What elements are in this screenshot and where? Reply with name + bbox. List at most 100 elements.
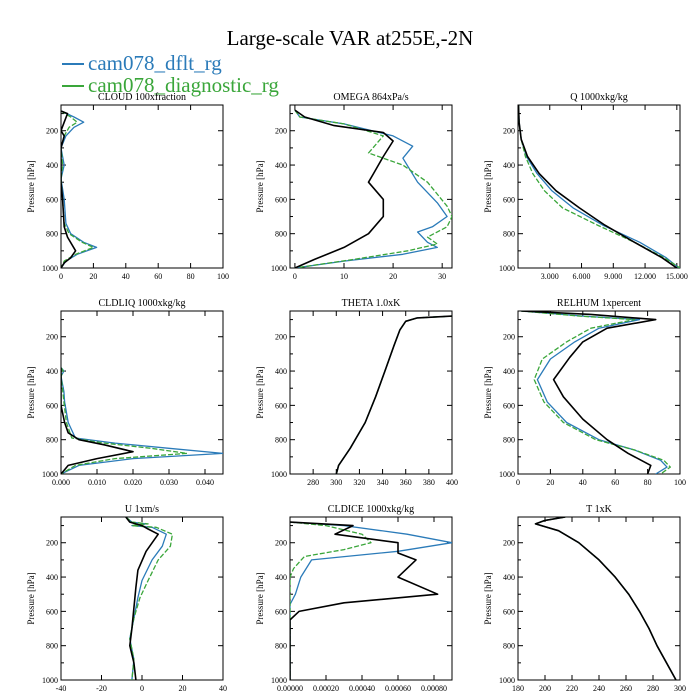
y-tick-label: 800 bbox=[503, 436, 515, 445]
y-tick-label: 1000 bbox=[271, 264, 287, 273]
y-axis-label: Pressure [hPa] bbox=[26, 572, 36, 624]
x-tick-label: 60 bbox=[611, 478, 619, 487]
panel-title: CLDLIQ 1000xkg/kg bbox=[99, 298, 186, 309]
x-tick-label: 3.000 bbox=[541, 272, 559, 281]
panel-frame bbox=[517, 516, 681, 681]
x-tick-label: 300 bbox=[674, 684, 686, 693]
panel-title: T 1xK bbox=[586, 504, 612, 515]
y-tick-label: 600 bbox=[46, 195, 58, 204]
x-tick-label: 340 bbox=[377, 478, 389, 487]
panel-frame bbox=[289, 310, 453, 475]
x-tick-label: 0.00060 bbox=[385, 684, 411, 693]
y-tick-label: 1000 bbox=[271, 470, 287, 479]
series-line-control bbox=[518, 105, 678, 268]
x-tick-label: 10 bbox=[340, 272, 348, 281]
x-tick-label: 0.00000 bbox=[277, 684, 303, 693]
y-tick-label: 400 bbox=[46, 161, 58, 170]
y-tick-label: 800 bbox=[275, 230, 287, 239]
x-tick-label: 0 bbox=[59, 272, 63, 281]
y-tick-label: 200 bbox=[503, 333, 515, 342]
y-tick-label: 400 bbox=[503, 367, 515, 376]
x-tick-label: 380 bbox=[423, 478, 435, 487]
series-line-cam078-diagnostic-rg bbox=[61, 367, 188, 474]
x-tick-label: 20 bbox=[179, 684, 187, 693]
y-tick-label: 1000 bbox=[499, 470, 515, 479]
series-line-cam078-dflt-rg bbox=[61, 367, 223, 474]
legend-label-diagnostic: cam078_diagnostic_rg bbox=[88, 73, 279, 97]
legend-swatch-diagnostic bbox=[62, 85, 84, 87]
y-tick-label: 400 bbox=[503, 161, 515, 170]
y-tick-label: 800 bbox=[275, 642, 287, 651]
y-tick-label: 400 bbox=[46, 573, 58, 582]
x-tick-label: -40 bbox=[56, 684, 67, 693]
x-tick-label: 0.00080 bbox=[421, 684, 447, 693]
x-tick-label: 6.000 bbox=[573, 272, 591, 281]
y-tick-label: 600 bbox=[275, 401, 287, 410]
x-tick-label: 30 bbox=[438, 272, 446, 281]
series-line-cam078-dflt-rg bbox=[521, 311, 668, 474]
series-line-cam078-diagnostic-rg bbox=[290, 521, 372, 680]
y-tick-label: 600 bbox=[503, 195, 515, 204]
y-tick-label: 600 bbox=[46, 607, 58, 616]
panel-title: OMEGA 864xPa/s bbox=[333, 92, 408, 103]
y-axis-label: Pressure [hPa] bbox=[26, 366, 36, 418]
panel-title: RELHUM 1xpercent bbox=[557, 298, 641, 309]
series-line-control bbox=[61, 367, 134, 474]
series-line-control bbox=[125, 517, 159, 680]
x-tick-label: 0.010 bbox=[88, 478, 106, 487]
x-tick-label: 60 bbox=[154, 272, 162, 281]
x-tick-label: 100 bbox=[674, 478, 686, 487]
panel-frame bbox=[60, 310, 224, 475]
x-tick-label: 280 bbox=[307, 478, 319, 487]
series-line-cam078-diagnostic-rg bbox=[534, 517, 677, 680]
series-line-cam078-diagnostic-rg bbox=[521, 311, 671, 474]
x-tick-label: 0.020 bbox=[124, 478, 142, 487]
series-line-control bbox=[335, 315, 452, 474]
y-tick-label: 200 bbox=[46, 127, 58, 136]
y-tick-label: 400 bbox=[275, 367, 287, 376]
series-line-cam078-diagnostic-rg bbox=[335, 315, 452, 474]
x-tick-label: 15.000 bbox=[666, 272, 688, 281]
y-tick-label: 1000 bbox=[42, 470, 58, 479]
series-line-cam078-dflt-rg bbox=[294, 109, 448, 268]
series-line-cam078-dflt-rg bbox=[335, 315, 452, 474]
series-line-control bbox=[61, 110, 77, 268]
y-axis-label: Pressure [hPa] bbox=[255, 572, 265, 624]
series-line-control bbox=[294, 109, 394, 268]
x-tick-label: 0.030 bbox=[160, 478, 178, 487]
y-tick-label: 200 bbox=[46, 539, 58, 548]
panel-frame bbox=[289, 104, 453, 269]
x-tick-label: 20 bbox=[89, 272, 97, 281]
x-tick-label: 0.00020 bbox=[313, 684, 339, 693]
y-tick-label: 1000 bbox=[271, 676, 287, 685]
y-tick-label: 800 bbox=[46, 230, 58, 239]
y-tick-label: 800 bbox=[46, 436, 58, 445]
y-tick-label: 200 bbox=[46, 333, 58, 342]
panel-frame bbox=[60, 516, 224, 681]
y-axis-label: Pressure [hPa] bbox=[255, 160, 265, 212]
x-tick-label: 40 bbox=[579, 478, 587, 487]
x-tick-label: 0.040 bbox=[196, 478, 214, 487]
y-tick-label: 400 bbox=[503, 573, 515, 582]
x-tick-label: 20 bbox=[546, 478, 554, 487]
x-tick-label: 20 bbox=[389, 272, 397, 281]
x-tick-label: 80 bbox=[187, 272, 195, 281]
y-tick-label: 1000 bbox=[42, 676, 58, 685]
legend-label-dflt: cam078_dflt_rg bbox=[88, 51, 222, 75]
x-tick-label: 220 bbox=[566, 684, 578, 693]
y-axis-label: Pressure [hPa] bbox=[483, 160, 493, 212]
x-tick-label: 40 bbox=[122, 272, 130, 281]
x-tick-label: 12.000 bbox=[634, 272, 656, 281]
y-tick-label: 800 bbox=[503, 230, 515, 239]
x-tick-label: -20 bbox=[96, 684, 107, 693]
series-line-cam078-dflt-rg bbox=[290, 521, 452, 680]
y-tick-label: 600 bbox=[503, 607, 515, 616]
series-line-cam078-dflt-rg bbox=[61, 110, 98, 268]
y-tick-label: 600 bbox=[275, 607, 287, 616]
series-line-control bbox=[290, 521, 439, 680]
y-tick-label: 200 bbox=[503, 539, 515, 548]
y-tick-label: 800 bbox=[503, 642, 515, 651]
y-tick-label: 800 bbox=[275, 436, 287, 445]
y-tick-label: 400 bbox=[275, 573, 287, 582]
x-tick-label: 9.000 bbox=[604, 272, 622, 281]
